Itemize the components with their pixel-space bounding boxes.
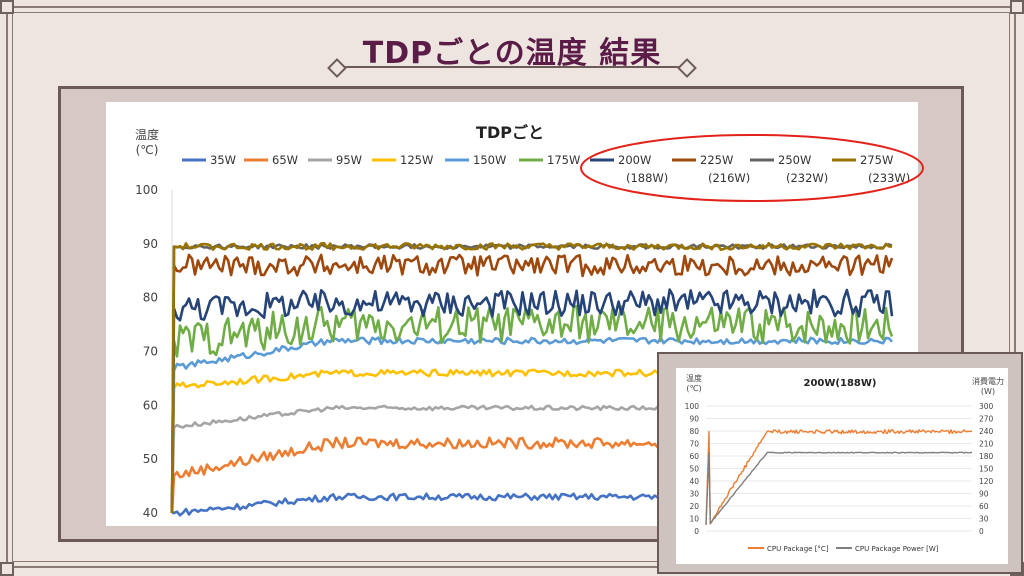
main-legend-label: 65W [272, 153, 298, 167]
inset-y-tick-label: 30 [689, 490, 699, 499]
main-legend-label: 275W (233W) [860, 153, 910, 185]
inset-y2-tick-label: 30 [979, 515, 989, 524]
main-legend-label: 95W [336, 153, 362, 167]
inset-y-tick-label: 50 [689, 465, 699, 474]
main-y-tick-label: 50 [143, 452, 158, 466]
main-series-line [170, 242, 893, 514]
main-legend-label: 125W [400, 153, 433, 167]
inner-frame [12, 12, 1010, 562]
main-chart-title: TDPごと [476, 123, 544, 142]
main-legend-label: 200W (188W) [618, 153, 668, 185]
main-legend-label: 35W [210, 153, 236, 167]
main-legend-item: 35W [182, 153, 236, 167]
inset-legend-label: CPU Package Power [W] [855, 545, 939, 553]
main-legend-item: 275W (233W) [832, 153, 910, 185]
inset-y2-tick-label: 60 [979, 502, 989, 511]
legend-highlight-ellipse [580, 134, 924, 202]
inset-y-tick-label: 40 [689, 477, 699, 486]
main-legend-item: 225W (216W) [672, 153, 750, 185]
title-underline [335, 66, 689, 68]
inset-y-tick-label: 60 [689, 452, 699, 461]
inset-y2-tick-label: 300 [979, 402, 994, 411]
main-y-tick-label: 100 [135, 183, 158, 197]
inset-y2-tick-label: 90 [979, 490, 989, 499]
main-y-tick-label: 60 [143, 398, 158, 412]
inset-y-axis-label: 温度(℃) [686, 373, 702, 393]
main-y-axis-label: 温度(℃) [135, 127, 159, 157]
inset-y2-tick-label: 270 [979, 415, 994, 424]
inset-y2-tick-label: 0 [979, 527, 984, 536]
inset-y-tick-label: 20 [689, 502, 699, 511]
inset-legend-item: CPU Package [°C] [748, 545, 829, 553]
main-series-line [170, 253, 894, 514]
main-legend-label: 175W [547, 153, 580, 167]
main-series-line [170, 304, 894, 514]
main-legend-item: 95W [308, 153, 362, 167]
main-legend-item: 150W [445, 153, 506, 167]
main-y-tick-label: 80 [143, 291, 158, 305]
inset-chart-title: 200W(188W) [804, 378, 877, 389]
inset-y2-tick-label: 210 [979, 440, 994, 449]
inset-legend-item: CPU Package Power [W] [836, 545, 939, 553]
inset-y2-tick-label: 240 [979, 427, 994, 436]
main-series-line [170, 288, 894, 514]
inset-series-line [705, 429, 973, 525]
corner-ornament-bl [0, 562, 14, 576]
main-legend-item: 250W (232W) [750, 153, 828, 185]
main-legend-label: 225W (216W) [700, 153, 750, 185]
inset-y2-axis-label: 消費電力(W) [972, 376, 1004, 396]
main-legend-item: 175W [519, 153, 580, 167]
inset-y-tick-label: 90 [689, 415, 699, 424]
main-y-tick-label: 70 [143, 345, 158, 359]
inset-y-tick-label: 10 [689, 515, 699, 524]
slide-title: TDPごとの温度 結果 [362, 36, 662, 71]
main-legend-item: 200W (188W) [590, 153, 668, 185]
inset-y-tick-label: 70 [689, 440, 699, 449]
main-series-line [170, 336, 893, 514]
main-legend-label: 150W [473, 153, 506, 167]
inset-series-line [705, 451, 973, 525]
main-legend-label: 250W (232W) [778, 153, 828, 185]
main-y-tick-label: 40 [143, 506, 158, 520]
inset-y-tick-label: 80 [689, 427, 699, 436]
main-y-tick-label: 90 [143, 237, 158, 251]
outer-frame [6, 6, 1016, 568]
inset-y-tick-label: 100 [685, 402, 700, 411]
corner-ornament-tl [0, 0, 14, 14]
corner-ornament-tr [1010, 0, 1024, 14]
main-legend-item: 125W [372, 153, 433, 167]
inset-legend-label: CPU Package [°C] [767, 545, 829, 553]
inset-y2-tick-label: 150 [979, 465, 994, 474]
inset-y2-tick-label: 180 [979, 452, 994, 461]
main-legend-item: 65W [244, 153, 298, 167]
inset-y2-tick-label: 120 [979, 477, 994, 486]
inset-y-tick-label: 0 [694, 527, 699, 536]
